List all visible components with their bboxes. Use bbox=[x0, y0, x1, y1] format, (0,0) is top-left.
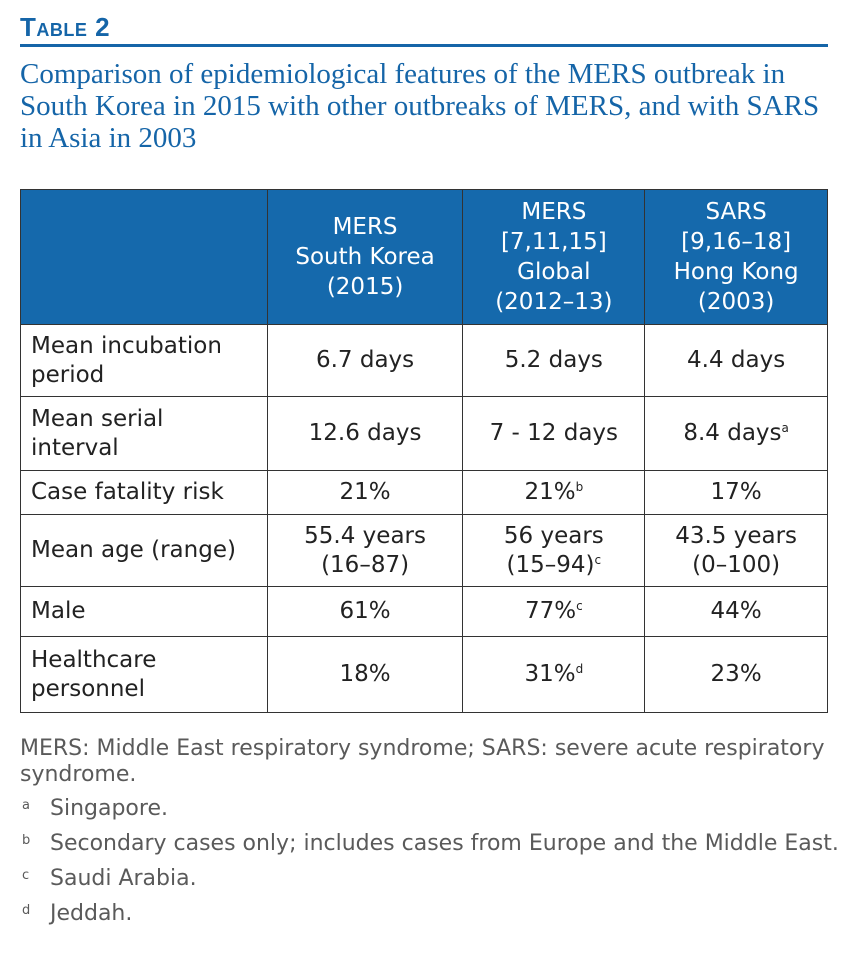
header-row: MERS South Korea (2015) MERS [7,11,15] G… bbox=[20, 189, 828, 325]
row-label-line: period bbox=[31, 361, 105, 388]
column-header-line: [9,16–18] bbox=[681, 229, 792, 255]
footnote-item: d Jeddah. bbox=[20, 901, 840, 927]
footnote-mark: d bbox=[22, 903, 31, 918]
cell-value: 43.5 years bbox=[675, 522, 798, 549]
cell-value: 17% bbox=[710, 479, 762, 505]
table-row: Mean incubation period 6.7 days 5.2 days… bbox=[20, 324, 828, 397]
cell-value: 21% bbox=[339, 479, 391, 505]
column-header-line: SARS bbox=[705, 199, 767, 225]
table-cell: 12.6 days bbox=[266, 396, 464, 471]
footnote-marker: b bbox=[575, 480, 584, 494]
row-label-line: personnel bbox=[31, 675, 145, 702]
row-label: Mean incubation period bbox=[20, 324, 268, 397]
cell-value: 21% bbox=[524, 479, 576, 505]
row-label-line: interval bbox=[31, 434, 119, 461]
row-label-line: Male bbox=[31, 598, 86, 624]
table-cell: 43.5 years (0–100) bbox=[644, 514, 828, 587]
footnote-item: a Singapore. bbox=[20, 796, 840, 822]
footnote-text: Saudi Arabia. bbox=[50, 866, 197, 891]
footnote-mark: b bbox=[22, 833, 31, 848]
cell-value: 56 years bbox=[503, 522, 604, 549]
table-caption: Comparison of epidemiological features o… bbox=[20, 58, 820, 154]
comparison-table: MERS South Korea (2015) MERS [7,11,15] G… bbox=[20, 189, 828, 713]
row-label: Mean age (range) bbox=[20, 514, 268, 587]
column-header-line: MERS bbox=[521, 199, 587, 225]
cell-value: 6.7 days bbox=[315, 347, 415, 373]
column-header-line: [7,11,15] bbox=[500, 229, 607, 255]
row-label-line: Case fatality risk bbox=[31, 479, 224, 505]
column-header: MERS South Korea (2015) bbox=[266, 189, 464, 325]
table-cell: 5.2 days bbox=[462, 324, 646, 397]
column-header-line: Global bbox=[517, 259, 591, 285]
cell-value: 31% bbox=[524, 661, 576, 687]
table-cell: 44% bbox=[644, 586, 828, 637]
table-row: Case fatality risk 21% 21%b 17% bbox=[20, 470, 828, 515]
cell-value: 5.2 days bbox=[504, 347, 603, 373]
title-rule bbox=[20, 44, 828, 47]
column-header-line: (2012–13) bbox=[495, 289, 613, 315]
row-label: Male bbox=[20, 586, 268, 637]
row-label-line: Mean age (range) bbox=[31, 537, 236, 563]
footnote-mark: a bbox=[22, 798, 30, 813]
footnote-item: b Secondary cases only; includes cases f… bbox=[20, 831, 840, 857]
footnote-mark: c bbox=[22, 868, 30, 883]
cell-value: 7 - 12 days bbox=[489, 420, 619, 446]
footnote-marker: c bbox=[594, 552, 602, 567]
table-cell: 23% bbox=[644, 636, 828, 713]
table-cell: 21% bbox=[266, 470, 464, 515]
cell-value: 44% bbox=[710, 598, 762, 624]
cell-value: 23% bbox=[710, 661, 762, 687]
footnote-marker: c bbox=[576, 599, 583, 613]
abbreviations-note: MERS: Middle East respiratory syndrome; … bbox=[20, 736, 825, 787]
cell-value: 77% bbox=[524, 598, 577, 624]
table-row: Mean age (range) 55.4 years (16–87) 56 y… bbox=[20, 514, 828, 587]
cell-value: (15–94) bbox=[506, 551, 595, 578]
row-label-line: Healthcare bbox=[31, 646, 157, 673]
cell-value: 55.4 years bbox=[304, 522, 426, 549]
table-cell: 7 - 12 days bbox=[462, 396, 646, 471]
table-row: Mean serial interval 12.6 days 7 - 12 da… bbox=[20, 396, 828, 471]
column-header-line: South Korea bbox=[295, 244, 435, 270]
footnote-text: Jeddah. bbox=[50, 901, 133, 926]
column-header: SARS [9,16–18] Hong Kong (2003) bbox=[644, 189, 828, 325]
table-cell: 18% bbox=[266, 636, 464, 713]
table-row: Male 61% 77%c 44% bbox=[20, 586, 828, 637]
table-label: Table 2 bbox=[20, 12, 111, 42]
column-header-line: (2003) bbox=[697, 289, 775, 315]
table-cell: 4.4 days bbox=[644, 324, 828, 397]
cell-value: 18% bbox=[339, 661, 391, 687]
table-row: Healthcare personnel 18% 31%d 23% bbox=[20, 636, 828, 713]
table-cell: 77%c bbox=[462, 586, 646, 637]
cell-value: 61% bbox=[339, 598, 391, 624]
table-cell: 61% bbox=[266, 586, 464, 637]
row-label: Healthcare personnel bbox=[20, 636, 268, 713]
cell-value: 4.4 days bbox=[687, 347, 786, 373]
footnote-text: Secondary cases only; includes cases fro… bbox=[50, 831, 839, 856]
cell-value: (0–100) bbox=[692, 551, 781, 578]
column-header-line: MERS bbox=[332, 214, 398, 240]
footnote-marker: a bbox=[781, 421, 789, 435]
table-cell: 6.7 days bbox=[266, 324, 464, 397]
footnotes: MERS: Middle East respiratory syndrome; … bbox=[20, 736, 840, 936]
footnote-item: c Saudi Arabia. bbox=[20, 866, 840, 892]
row-label: Mean serial interval bbox=[20, 396, 268, 471]
table-cell: 55.4 years (16–87) bbox=[266, 514, 464, 587]
row-label: Case fatality risk bbox=[20, 470, 268, 515]
footnote-text: Singapore. bbox=[50, 796, 168, 821]
column-header-line: (2015) bbox=[326, 274, 404, 300]
table-cell: 17% bbox=[644, 470, 828, 515]
table-cell: 31%d bbox=[462, 636, 646, 713]
cell-value: 8.4 days bbox=[683, 420, 782, 446]
footnote-marker: d bbox=[575, 662, 584, 676]
row-label-line: Mean serial bbox=[31, 405, 164, 432]
header-corner-cell bbox=[20, 189, 268, 325]
table-cell: 21%b bbox=[462, 470, 646, 515]
row-label-line: Mean incubation bbox=[31, 332, 222, 359]
cell-value: (16–87) bbox=[321, 551, 410, 578]
cell-value: 12.6 days bbox=[308, 420, 422, 446]
column-header-line: Hong Kong bbox=[673, 259, 799, 285]
table-cell: 56 years (15–94)c bbox=[462, 514, 646, 587]
table-cell: 8.4 daysa bbox=[644, 396, 828, 471]
column-header: MERS [7,11,15] Global (2012–13) bbox=[462, 189, 646, 325]
